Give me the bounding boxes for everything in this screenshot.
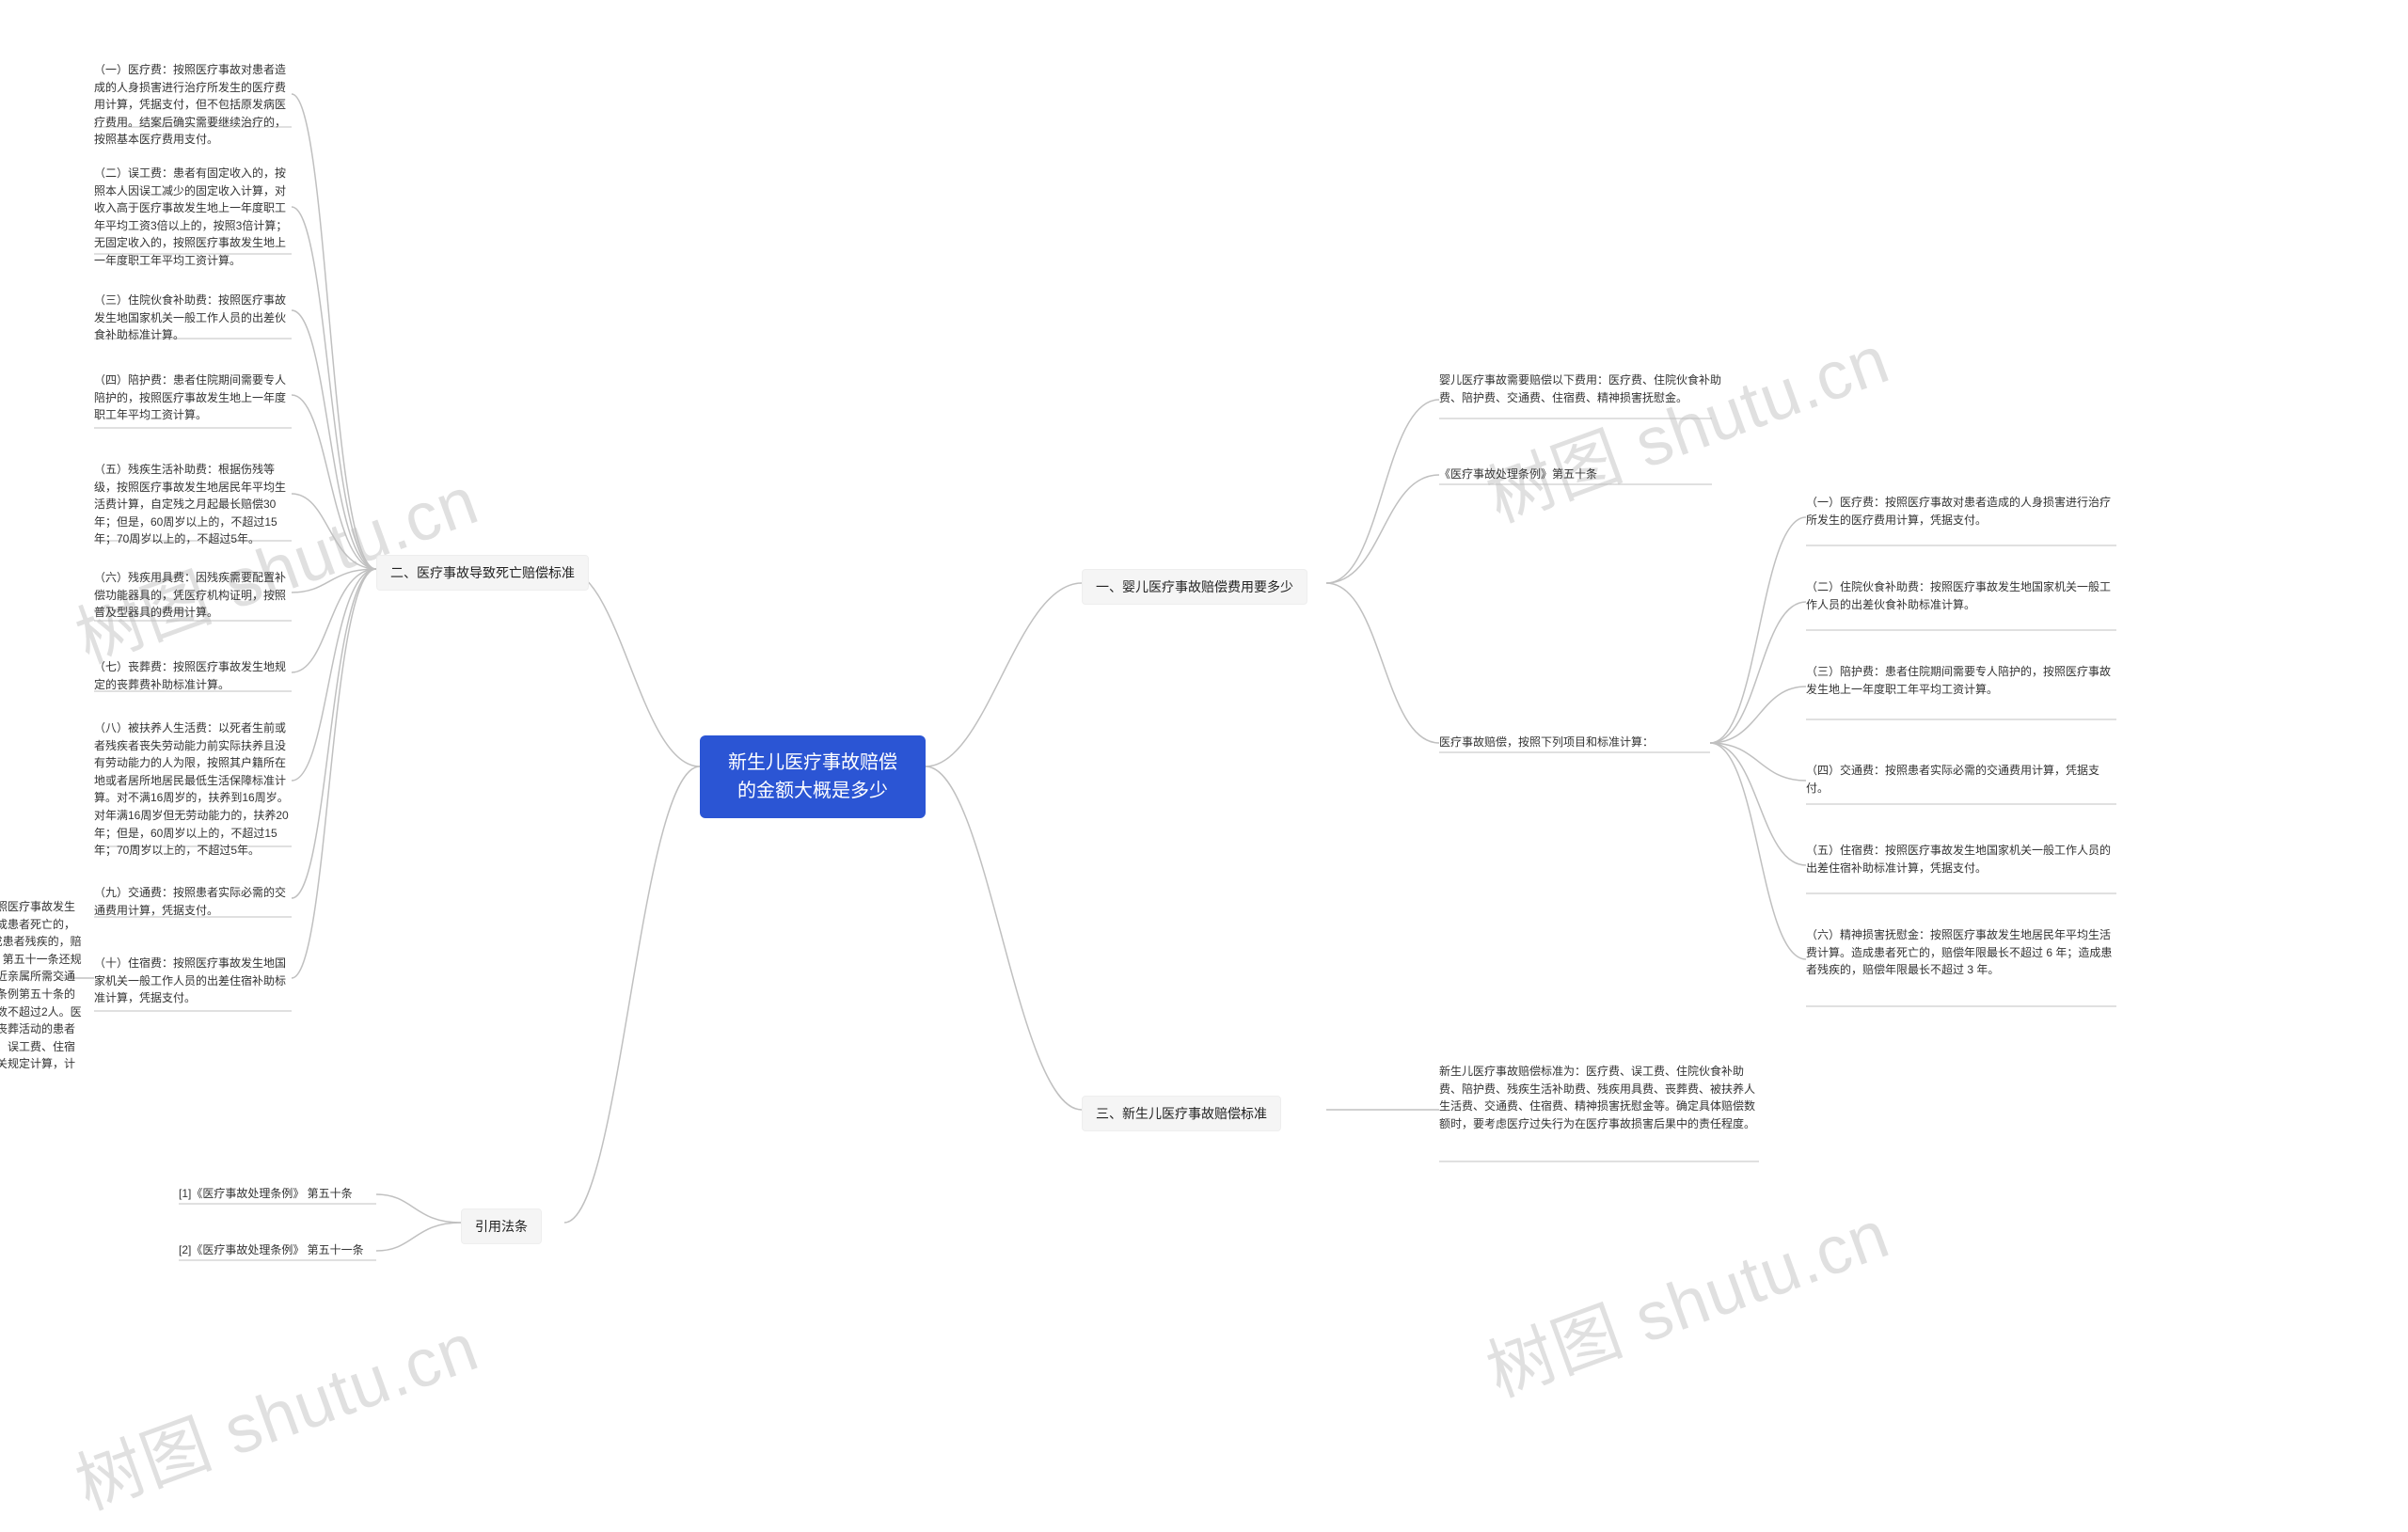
- leaf-s2-i1: （一）医疗费：按照医疗事故对患者造成的人身损害进行治疗所发生的医疗费用计算，凭据…: [94, 61, 292, 149]
- leaf-s1-i2: （二）住院伙食补助费：按照医疗事故发生地国家机关一般工作人员的出差伙食补助标准计…: [1806, 578, 2116, 613]
- leaf-s3-text: 新生儿医疗事故赔偿标准为：医疗费、误工费、住院伙食补助费、陪护费、残疾生活补助费…: [1439, 1063, 1759, 1132]
- branch-section3: 三、新生儿医疗事故赔偿标准: [1082, 1096, 1281, 1131]
- leaf-s2-i8: （八）被扶养人生活费：以死者生前或者残疾者丧失劳动能力前实际扶养且没有劳动能力的…: [94, 719, 292, 860]
- leaf-s2-i4: （四）陪护费：患者住院期间需要专人陪护的，按照医疗事故发生地上一年度职工年平均工…: [94, 371, 292, 424]
- leaf-s1-i5: （五）住宿费：按照医疗事故发生地国家机关一般工作人员的出差住宿补助标准计算，凭据…: [1806, 842, 2116, 877]
- leaf-s1-sub: 医疗事故赔偿，按照下列项目和标准计算：: [1439, 734, 1712, 751]
- leaf-s1-i3: （三）陪护费：患者住院期间需要专人陪护的，按照医疗事故发生地上一年度职工年平均工…: [1806, 663, 2116, 698]
- leaf-s2-i10: （十）住宿费：按照医疗事故发生地国家机关一般工作人员的出差住宿补助标准计算，凭据…: [94, 955, 292, 1007]
- leaf-law-1: [1]《医疗事故处理条例》 第五十条: [179, 1185, 376, 1203]
- central-node: 新生儿医疗事故赔偿的金额大概是多少: [700, 735, 926, 818]
- leaf-s1-i4: （四）交通费：按照患者实际必需的交通费用计算，凭据支付。: [1806, 762, 2116, 797]
- leaf-s2-i9: （九）交通费：按照患者实际必需的交通费用计算，凭据支付。: [94, 884, 292, 919]
- branch-section2: 二、医疗事故导致死亡赔偿标准: [376, 555, 589, 591]
- leaf-s2-i7: （七）丧葬费：按照医疗事故发生地规定的丧葬费补助标准计算。: [94, 658, 292, 693]
- leaf-s2-i2: （二）误工费：患者有固定收入的，按照本人因误工减少的固定收入计算，对收入高于医疗…: [94, 165, 292, 270]
- leaf-law-2: [2]《医疗事故处理条例》 第五十一条: [179, 1241, 376, 1259]
- branch-section1: 一、婴儿医疗事故赔偿费用要多少: [1082, 569, 1307, 605]
- leaf-s2-i6: （六）残疾用具费：因残疾需要配置补偿功能器具的，凭医疗机构证明，按照普及型器具的…: [94, 569, 292, 622]
- leaf-s1-i6: （六）精神损害抚慰金：按照医疗事故发生地居民年平均生活费计算。造成患者死亡的，赔…: [1806, 926, 2116, 979]
- branch-law: 引用法条: [461, 1208, 542, 1244]
- leaf-s1-i1: （一）医疗费：按照医疗事故对患者造成的人身损害进行治疗所发生的医疗费用计算，凭据…: [1806, 494, 2116, 529]
- leaf-s1-intro2: 《医疗事故处理条例》第五十条: [1439, 466, 1721, 483]
- leaf-s2-i5: （五）残疾生活补助费：根据伤残等级，按照医疗事故发生地居民年平均生活费计算，自定…: [94, 461, 292, 548]
- leaf-s2-i3: （三）住院伙食补助费：按照医疗事故发生地国家机关一般工作人员的出差伙食补助标准计…: [94, 292, 292, 344]
- leaf-s2-i11: （十一）精神损害抚慰金：按照医疗事故发生地居民年平均生活费计算。造成患者死亡的，…: [0, 898, 85, 1091]
- leaf-s1-intro1: 婴儿医疗事故需要赔偿以下费用：医疗费、住院伙食补助费、陪护费、交通费、住宿费、精…: [1439, 371, 1721, 406]
